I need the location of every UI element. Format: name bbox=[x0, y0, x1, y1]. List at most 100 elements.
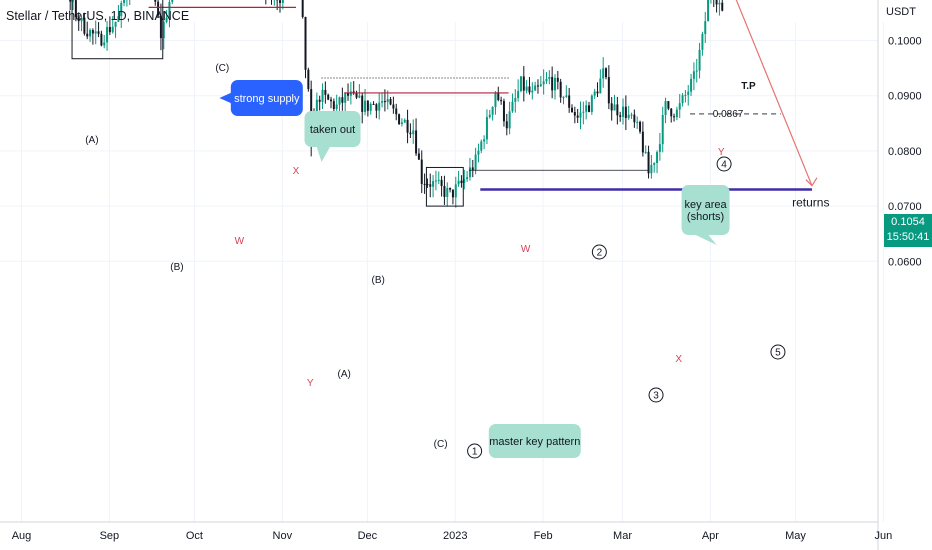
candle-body bbox=[670, 108, 673, 117]
wave-circle-2: 2 bbox=[591, 244, 607, 260]
wave-circle-4-ring bbox=[716, 156, 732, 172]
candle-body bbox=[106, 27, 109, 43]
candle-body bbox=[687, 91, 690, 95]
candle-body bbox=[701, 33, 704, 50]
wave-label-y2: Y bbox=[718, 147, 725, 158]
wave-circle-1-ring bbox=[467, 443, 483, 459]
candle-body bbox=[423, 183, 426, 185]
candle-body bbox=[605, 68, 608, 78]
wave-circle-3-text: 3 bbox=[653, 391, 659, 402]
candle-body bbox=[715, 0, 718, 5]
candle-body bbox=[718, 2, 721, 5]
candle-body bbox=[658, 144, 661, 152]
wave-circle-3-ring bbox=[648, 387, 664, 403]
candle-body bbox=[83, 17, 86, 34]
candle-body bbox=[485, 117, 488, 140]
wave-circle-2-text: 2 bbox=[597, 248, 603, 259]
candle-body bbox=[120, 2, 123, 17]
candle-body bbox=[579, 112, 582, 118]
candle-body bbox=[165, 17, 168, 22]
wave-circle-1-text: 1 bbox=[472, 447, 478, 458]
candle-body bbox=[690, 78, 693, 92]
wave-label-x2: X bbox=[675, 354, 682, 365]
candle-body bbox=[582, 111, 585, 113]
candle-body bbox=[468, 167, 471, 178]
candle-body bbox=[446, 187, 449, 197]
y-tick-label: 0.0700 bbox=[888, 201, 922, 213]
wave-label-b2: (B) bbox=[372, 275, 385, 286]
candle-body bbox=[661, 115, 664, 145]
candle-body bbox=[400, 122, 403, 125]
candle-body bbox=[432, 181, 435, 187]
forecast-arrow bbox=[735, 0, 813, 186]
callout-key-area-tail bbox=[693, 234, 717, 245]
wave-circle-5-ring bbox=[770, 344, 786, 360]
candle-body bbox=[460, 180, 463, 183]
candle-body bbox=[361, 95, 364, 112]
candle-body bbox=[721, 2, 724, 11]
callout-strong-supply: strong supply bbox=[230, 80, 303, 116]
candle-body bbox=[551, 76, 554, 91]
price-axis-unit: USDT bbox=[886, 6, 916, 18]
candle-body bbox=[347, 93, 350, 96]
candle-body bbox=[639, 121, 642, 132]
candle-body bbox=[378, 102, 381, 111]
forecast-arrowhead bbox=[805, 177, 818, 187]
candle-body bbox=[619, 115, 622, 117]
candle-body bbox=[415, 130, 418, 154]
x-tick-label: Aug bbox=[12, 530, 32, 542]
wave-label-x1: X bbox=[293, 166, 300, 177]
candle-body bbox=[508, 111, 511, 129]
wave-circle-4-text: 4 bbox=[721, 160, 727, 171]
candle-body bbox=[330, 99, 333, 102]
candle-body bbox=[318, 99, 321, 102]
candle-body bbox=[539, 84, 542, 87]
candle-body bbox=[505, 121, 508, 129]
candle-body bbox=[409, 132, 412, 135]
candle-body bbox=[352, 91, 355, 93]
candle-body bbox=[338, 97, 341, 105]
candle-body bbox=[355, 92, 358, 98]
returns-label: returns bbox=[792, 196, 829, 210]
annotations-layer: T.P 0.0867 returns strong supply taken out ke… bbox=[71, 0, 829, 459]
tp-label: T.P bbox=[741, 81, 756, 92]
x-tick-label: Jun bbox=[874, 530, 892, 542]
candle-body bbox=[477, 150, 480, 155]
candle-body bbox=[641, 131, 644, 153]
candle-body bbox=[556, 77, 559, 82]
callout-taken-out: taken out bbox=[304, 111, 361, 162]
candle-body bbox=[72, 0, 75, 2]
candle-body bbox=[69, 0, 72, 2]
candle-body bbox=[417, 153, 420, 160]
candle-body bbox=[471, 167, 474, 171]
candle-body bbox=[168, 1, 171, 18]
candle-body bbox=[157, 1, 160, 16]
candle-body bbox=[630, 114, 633, 116]
candle-body bbox=[349, 91, 352, 96]
candle-body bbox=[332, 101, 335, 110]
candle-body bbox=[559, 81, 562, 98]
candle-body bbox=[517, 91, 520, 99]
candle-body bbox=[440, 179, 443, 187]
callout-master-key-bg bbox=[488, 424, 581, 458]
y-tick-label: 0.1000 bbox=[888, 36, 922, 48]
callout-master-key-text: master key pattern bbox=[489, 436, 580, 448]
box-b-zone bbox=[71, 0, 164, 60]
candle-body bbox=[692, 71, 695, 79]
x-tick-label: Feb bbox=[534, 530, 553, 542]
candle-body bbox=[451, 189, 454, 198]
candle-body bbox=[656, 151, 659, 164]
candle-body bbox=[454, 184, 457, 198]
candle-body bbox=[675, 109, 678, 118]
candle-body bbox=[97, 31, 100, 34]
candle-body bbox=[571, 107, 573, 112]
candle-body bbox=[667, 101, 670, 109]
candle-body bbox=[636, 121, 639, 123]
box-c-zone bbox=[425, 166, 464, 207]
x-tick-label: Oct bbox=[186, 530, 203, 542]
candle-body bbox=[162, 21, 165, 39]
candle-body bbox=[553, 77, 556, 91]
callout-key-area-text: (shorts) bbox=[687, 211, 724, 223]
